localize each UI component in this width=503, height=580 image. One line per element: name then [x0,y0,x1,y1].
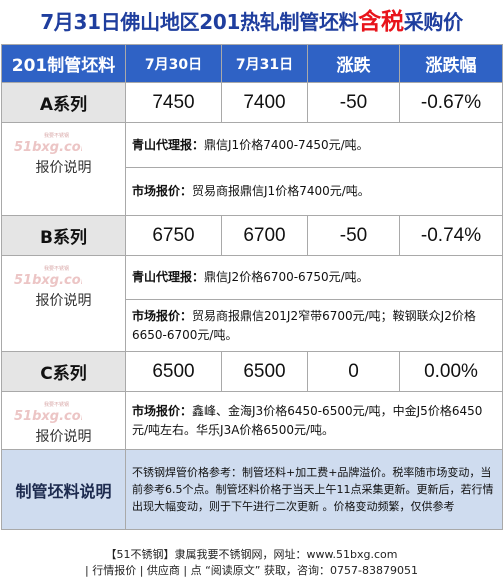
detail-key: 市场报价： [132,403,193,418]
detail-key: 市场报价： [132,184,193,198]
detail-value: 鼎信J1价格7400-7450元/吨。 [204,137,369,152]
header-change-pct: 涨跌幅 [399,44,503,83]
quote-note-label: 报价说明 [35,160,92,176]
detail-value: 鼎信J2价格6700-6750元/吨。 [204,270,369,284]
detail-row: 我要不锈钢 51bxg.com 报价说明 市场报价：鑫峰、金海J3价格6450-… [1,391,503,450]
curr-price: 7400 [221,82,308,123]
detail-value: 贸易商报鼎信201J2窄带6700元/吨；鞍钢联众J2价格6650-6700元/… [132,308,476,342]
detail-text: 青山代理报：鼎信J1价格7400-7450元/吨。 [125,122,503,168]
table-row: B系列 6750 6700 -50 -0.74% [1,215,503,256]
quote-note-cell: 我要不锈钢 51bxg.com 报价说明 [1,391,126,450]
detail-key: 青山代理报： [132,137,205,152]
detail-text: 市场报价：鑫峰、金海J3价格6450-6500元/吨，中金J5价格6450元/吨… [125,391,503,450]
prev-price: 6500 [125,351,222,392]
note-label: 制管坯料说明 [1,449,126,530]
detail-row: 我要不锈钢 51bxg.com 报价说明 青山代理报：鼎信J1价格7400-74… [1,122,503,216]
detail-text: 市场报价：贸易商报鼎信J1价格7400元/吨。 [125,167,503,216]
quote-note-label: 报价说明 [35,429,92,445]
header-prev-date: 7月30日 [125,44,222,83]
detail-row: 我要不锈钢 51bxg.com 报价说明 青山代理报：鼎信J2价格6700-67… [1,255,503,352]
detail-key: 市场报价： [132,308,193,323]
detail-row: 市场报价：贸易商报鼎信J1价格7400元/吨。 [2,167,503,216]
svg-text:51bxg.com: 51bxg.com [14,409,82,424]
detail-text: 青山代理报：鼎信J2价格6700-6750元/吨。 [125,255,503,300]
svg-text:我要不锈钢: 我要不锈钢 [44,401,69,408]
prev-price: 7450 [125,82,222,123]
footer: 【51不锈钢】隶属我要不锈钢网，网址：www.51bxg.com | 行情报价 … [0,545,503,580]
title-suffix: 采购价 [403,10,463,34]
series-name: B系列 [1,215,126,256]
svg-text:我要不锈钢: 我要不锈钢 [44,132,69,139]
svg-text:51bxg.com: 51bxg.com [14,140,82,155]
title-prefix: 7月31日佛山地区201热轧制管坯料 [40,10,359,34]
detail-value: 贸易商报鼎信J1价格7400元/吨。 [192,184,370,198]
table-row: A系列 7450 7400 -50 -0.67% [1,82,503,123]
curr-price: 6500 [221,351,308,392]
note-row: 制管坯料说明 不锈钢焊管价格参考：制管坯料+加工费+品牌溢价。税率随市场变动，当… [1,449,503,530]
table-row: C系列 6500 6500 0 0.00% [1,351,503,392]
footer-line1: 【51不锈钢】隶属我要不锈钢网，网址：www.51bxg.com [105,548,398,561]
price-change-pct: 0.00% [399,351,503,392]
detail-value: 鑫峰、金海J3价格6450-6500元/吨，中金J5价格6450元/吨左右。华乐… [132,403,483,437]
price-change: 0 [307,351,400,392]
curr-price: 6700 [221,215,308,256]
svg-text:我要不锈钢: 我要不锈钢 [44,265,69,272]
watermark-logo-icon: 我要不锈钢 51bxg.com [14,265,82,288]
price-table: 201制管坯料 7月30日 7月31日 涨跌 涨跌幅 A系列 7450 7400… [1,44,503,530]
header-curr-date: 7月31日 [221,44,308,83]
detail-text: 市场报价：贸易商报鼎信201J2窄带6700元/吨；鞍钢联众J2价格6650-6… [125,299,503,352]
header-material: 201制管坯料 [1,44,126,83]
footer-line2: | 行情报价 | 供应商 | 点 “阅读原文” 获取，咨询：0757-83879… [85,564,418,577]
svg-text:51bxg.com: 51bxg.com [14,273,82,288]
quote-note-label: 报价说明 [35,293,92,309]
watermark-logo-icon: 我要不锈钢 51bxg.com [14,132,82,155]
quote-note-cell: 我要不锈钢 51bxg.com 报价说明 [1,255,126,352]
price-change-pct: -0.67% [399,82,503,123]
series-name: A系列 [1,82,126,123]
header-change: 涨跌 [307,44,400,83]
prev-price: 6750 [125,215,222,256]
table-header-row: 201制管坯料 7月30日 7月31日 涨跌 涨跌幅 [1,44,503,83]
quote-note-cell: 我要不锈钢 51bxg.com 报价说明 [1,122,126,216]
price-change-pct: -0.74% [399,215,503,256]
title-highlight: 含税 [358,9,404,35]
note-text: 不锈钢焊管价格参考：制管坯料+加工费+品牌溢价。税率随市场变动，当前参考6.5个… [125,449,503,530]
page-title: 7月31日佛山地区201热轧制管坯料含税采购价 [0,0,503,44]
price-change: -50 [307,215,400,256]
watermark-logo-icon: 我要不锈钢 51bxg.com [14,401,82,424]
series-name: C系列 [1,351,126,392]
detail-key: 青山代理报： [132,270,205,284]
price-change: -50 [307,82,400,123]
detail-row: 市场报价：贸易商报鼎信201J2窄带6700元/吨；鞍钢联众J2价格6650-6… [2,299,503,352]
